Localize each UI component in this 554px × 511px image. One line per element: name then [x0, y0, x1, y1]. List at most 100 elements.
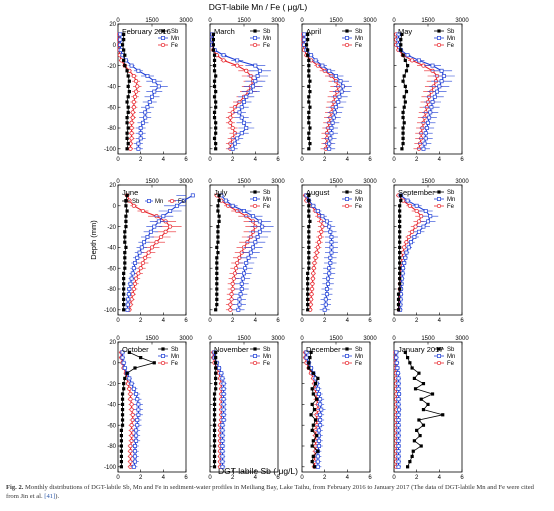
series-mn [125, 193, 195, 312]
mn-point [237, 110, 242, 115]
sb-point [161, 347, 165, 351]
sb-point [307, 110, 311, 114]
sb-point [307, 240, 311, 244]
sb-point [398, 261, 402, 265]
sb-point [404, 90, 409, 94]
mn-point [242, 209, 246, 213]
mn-point [304, 350, 309, 355]
x-top-tick-label: 0 [116, 336, 120, 342]
fe-point [252, 360, 258, 366]
sb-point [212, 58, 217, 62]
mn-point [220, 454, 225, 459]
caption-reference-link[interactable]: [41] [44, 493, 56, 500]
sb-point [403, 350, 407, 354]
y-axis-label: Depth (mm) [89, 220, 98, 260]
fe-point [413, 224, 418, 229]
fe-point [169, 198, 175, 204]
mn-point [239, 281, 244, 286]
legend-label-sb: Sb [447, 29, 455, 35]
x-bottom-tick-label: 6 [276, 318, 280, 324]
sb-point [120, 43, 125, 47]
x-top-tick-label: 0 [208, 18, 212, 24]
x-top-tick-label: 1500 [421, 179, 435, 185]
mn-point [255, 235, 260, 239]
sb-point [119, 460, 123, 464]
legend-label-sb: Sb [263, 29, 271, 35]
mn-point [326, 281, 331, 286]
sb-point [307, 147, 311, 151]
mn-point [220, 423, 225, 428]
x-top-tick-label: 1500 [145, 179, 159, 185]
mn-point [328, 136, 333, 141]
mn-point [219, 371, 224, 376]
x-bottom-tick-label: 0 [116, 157, 120, 163]
panel-title: March [214, 27, 235, 36]
x-bottom-tick-label: 6 [184, 157, 188, 163]
mn-point [409, 240, 413, 245]
sb-point [212, 444, 217, 448]
mn-point [145, 74, 150, 78]
mn-point [221, 397, 226, 402]
series-fe [124, 193, 182, 312]
mn-point [332, 110, 337, 115]
sb-point [212, 428, 217, 432]
mn-point [220, 433, 225, 438]
sb-point [212, 95, 217, 99]
mn-point [317, 428, 321, 433]
sb-point [418, 434, 422, 438]
mn-point [402, 261, 407, 265]
legend-label-fe: Fe [447, 204, 455, 210]
sb-point [215, 256, 219, 260]
mn-point [311, 203, 316, 208]
mn-point [396, 386, 401, 391]
mn-point [145, 105, 150, 110]
sb-point [214, 350, 218, 354]
sb-point [307, 116, 311, 120]
fe-point [252, 42, 258, 48]
fe-point [128, 391, 133, 397]
sb-point [404, 69, 409, 73]
fe-point [134, 89, 139, 94]
mn-point [133, 459, 137, 464]
mn-point [405, 198, 410, 203]
sb-point [216, 251, 220, 255]
sb-point [127, 350, 131, 354]
mn-point [329, 235, 334, 239]
fe-point [414, 208, 419, 214]
mn-point [251, 245, 256, 250]
legend-label-sb: Sb [132, 199, 140, 205]
sb-point [125, 131, 129, 135]
fe-point [134, 276, 139, 281]
mn-point [255, 74, 260, 78]
sb-point [125, 147, 129, 151]
sb-point [309, 413, 313, 417]
sb-point [119, 454, 123, 458]
mn-point [137, 250, 142, 255]
sb-point [412, 376, 416, 380]
sb-point [308, 219, 312, 223]
fe-point [402, 245, 407, 250]
mn-point [239, 105, 244, 110]
sb-point [214, 376, 218, 380]
sb-point [214, 131, 218, 135]
sb-point [120, 413, 125, 417]
y-tick-label: -20 [107, 64, 116, 70]
mn-point [328, 255, 333, 260]
x-bottom-tick-label: 6 [276, 157, 280, 163]
sb-point [161, 29, 165, 33]
fe-point [160, 360, 166, 366]
x-bottom-tick-label: 6 [184, 318, 188, 324]
sb-point [421, 382, 426, 386]
sb-point [211, 48, 215, 52]
x-top-tick-label: 0 [116, 179, 120, 185]
mn-point [329, 131, 334, 136]
legend-label-fe: Fe [263, 43, 271, 49]
sb-point [123, 376, 127, 380]
sb-point [122, 38, 126, 42]
sb-point [307, 58, 311, 62]
sb-point [212, 116, 217, 120]
mn-point [136, 412, 141, 417]
sb-point [401, 116, 405, 120]
